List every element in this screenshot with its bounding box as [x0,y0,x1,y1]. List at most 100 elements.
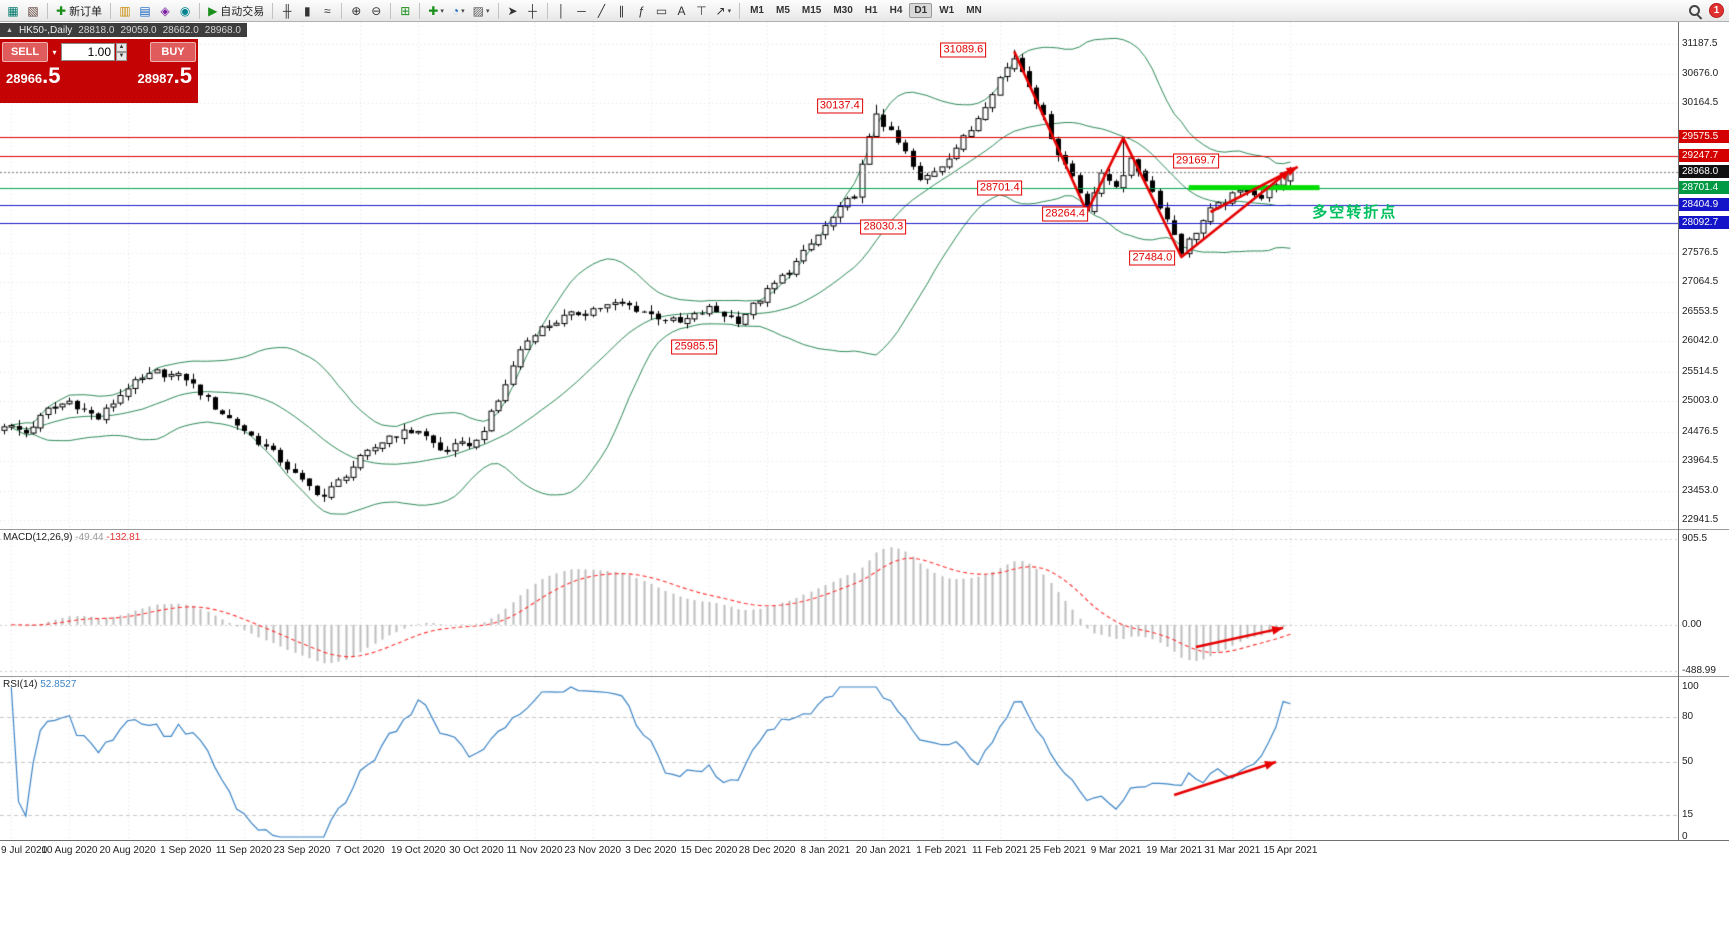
auto-trading-button-label: 自动交易 [220,5,265,18]
shapes-button[interactable]: ▭ [653,2,671,20]
ohlc-close: 28968.0 [204,24,241,36]
indicators-icon: ✚ [428,3,439,18]
charts-grid-button[interactable]: ▦ [4,2,22,20]
profiles-button[interactable]: ▧ [24,2,42,20]
price-axis-tick: 23453.0 [1682,484,1719,496]
timeframe-h4-button[interactable]: H4 [889,5,903,16]
price-callout[interactable]: 25985.5 [671,339,718,355]
tile-windows-button[interactable]: ⊞ [396,2,414,20]
time-axis-label: 11 Nov 2020 [506,845,563,856]
templates-button[interactable]: ▨ ▾ [470,2,493,20]
text-button[interactable]: A [673,2,691,20]
periods-button[interactable]: ◔ ▾ [449,2,468,20]
timeframe-m30-button[interactable]: M30 [833,5,853,16]
price-axis-tick: 26042.0 [1682,335,1719,347]
dropdown-caret-icon: ▾ [727,7,732,15]
text-label-button[interactable]: ⊤ [693,2,711,20]
terminal-button[interactable]: ◉ [176,2,194,20]
volume-up-icon[interactable]: ▲ [116,43,127,52]
sell-button[interactable]: SELL [2,42,48,62]
dropdown-caret-icon: ▾ [461,7,465,15]
panel-separator[interactable] [0,529,1729,530]
bar-chart-button[interactable]: ╫ [278,2,296,20]
price-callout[interactable]: 28701.4 [976,180,1023,196]
zoom-in-button[interactable]: ⊕ [347,2,365,20]
price-axis-rsi[interactable]: 100 80 50 15 0 [1679,677,1729,842]
notification-badge[interactable]: 1 [1709,3,1724,18]
time-axis-label: 19 Oct 2020 [391,845,446,856]
timeframe-d1-button[interactable]: D1 [909,3,933,18]
trendline-button[interactable]: ╱ [593,2,611,20]
zoom-out-button[interactable]: ⊖ [367,2,385,20]
volume-down-icon[interactable]: ▼ [116,52,127,61]
time-axis-label: 11 Sep 2020 [215,845,272,856]
dropdown-caret-icon: ▾ [440,7,444,15]
price-axis-tick: 24476.5 [1682,425,1719,437]
cursor-button[interactable]: ➤ [504,2,522,20]
line-chart-button[interactable]: ≈ [318,2,336,20]
price-axis-macd[interactable]: 905.5 0.00 -488.99 [1679,530,1729,676]
collapse-icon[interactable]: ▲ [6,26,13,34]
time-axis-label: 3 Dec 2020 [625,845,677,856]
timeframe-m15-button[interactable]: M15 [801,5,822,16]
price-callout[interactable]: 31089.6 [940,42,987,58]
time-axis[interactable]: 9 Jul 2020 10 Aug 2020 20 Aug 2020 1 Sep 20… [0,840,1729,861]
rsi-value: 52.8527 [40,679,77,690]
macd-panel-canvas[interactable] [0,530,1678,676]
time-axis-label: 31 Mar 2021 [1204,845,1261,856]
horizontal-line-button[interactable]: ─ [573,2,591,20]
time-axis-label: 23 Sep 2020 [273,845,331,856]
price-callout[interactable]: 28264.4 [1042,206,1089,222]
rsi-panel-canvas[interactable] [0,677,1678,840]
buy-button[interactable]: BUY [150,42,196,62]
new-order-button[interactable]: ✚ 新订单 [53,2,105,20]
sell-price[interactable]: 28966.5 [6,63,61,88]
panel-separator[interactable] [0,676,1729,677]
navigator-button[interactable]: ◈ [156,2,174,20]
timeframe-mn-button[interactable]: MN [966,5,982,16]
price-callout[interactable]: 27484.0 [1129,250,1176,266]
volume-dropdown-icon[interactable]: ▾ [52,47,57,57]
price-axis-main[interactable]: 31187.5 30676.0 30164.5 27576.5 27064.5 26553… [1679,22,1729,529]
toolbar-separator [390,2,392,19]
price-axis-tick: 27064.5 [1682,276,1719,288]
arrows-icon: ↗ [715,3,726,18]
timeframe-w1-button[interactable]: W1 [939,5,955,16]
time-axis-label: 20 Jan 2021 [855,845,911,856]
time-axis-label: 30 Oct 2020 [449,845,504,856]
price-callout[interactable]: 29169.7 [1173,153,1219,169]
trendline-icon: ╱ [597,3,606,18]
timeframe-m5-button[interactable]: M5 [775,5,790,16]
price-level-tag: 28404.9 [1679,197,1729,211]
crosshair-button[interactable]: ┼ [524,2,542,20]
price-axis-tick: 30676.0 [1682,67,1719,79]
vertical-line-button[interactable]: │ [553,2,571,20]
rsi-name: RSI(14) [3,679,38,690]
price-callout[interactable]: 30137.4 [816,98,863,114]
time-axis-label: 15 Apr 2021 [1263,845,1318,856]
channel-button[interactable]: ∥ [613,2,631,20]
navigator-icon: ◈ [160,3,170,18]
buy-price[interactable]: 28987.5 [137,63,192,88]
timeframe-m1-button[interactable]: M1 [750,5,764,16]
price-axis-tick: 30164.5 [1682,97,1719,109]
price-axis-tick: 23964.5 [1682,455,1719,467]
auto-trading-button[interactable]: ▶ 自动交易 [205,2,267,20]
arrows-button[interactable]: ↗ ▾ [713,2,735,20]
volume-input[interactable] [61,43,115,61]
data-window-button[interactable]: ▤ [136,2,154,20]
macd-value-main: -49.44 [75,532,104,543]
toolbar-separator [272,2,274,19]
candlestick-chart-button[interactable]: ▮ [298,2,316,20]
fibonacci-button[interactable]: ƒ [633,2,651,20]
price-callout[interactable]: 28030.3 [860,219,907,235]
price-level-tag: 28092.7 [1679,215,1729,229]
timeframe-h1-button[interactable]: H1 [864,5,878,16]
search-icon[interactable] [1688,4,1702,18]
market-watch-button[interactable]: ▥ [116,2,134,20]
toolbar-separator [341,2,343,19]
cursor-icon: ➤ [507,3,518,18]
data-window-icon: ▤ [139,3,151,18]
price-axis-tick: 80 [1682,711,1694,722]
indicators-button[interactable]: ✚ ▾ [425,2,447,20]
